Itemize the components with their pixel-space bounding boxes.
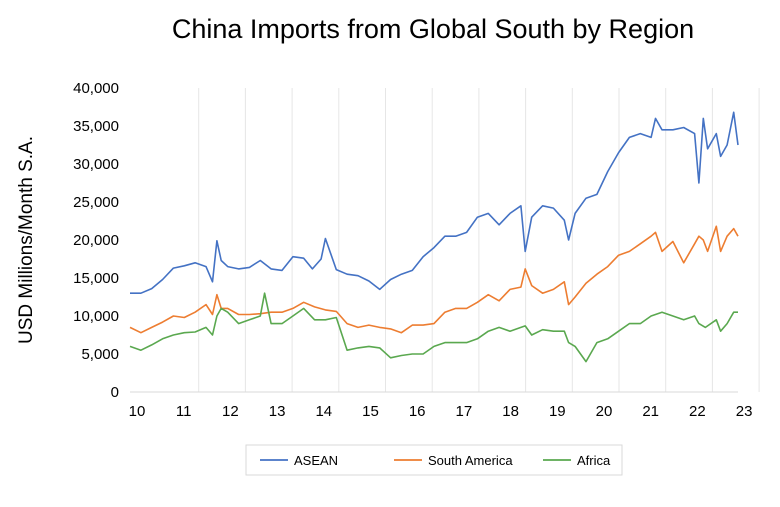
x-tick-label: 14 [315,403,332,420]
x-tick-label: 19 [549,403,566,420]
grid-layer [198,88,760,392]
x-tick-label: 22 [689,403,706,420]
y-tick-label: 5,000 [81,346,119,363]
x-tick-label: 11 [176,403,192,420]
x-tick-label: 20 [596,403,613,420]
legend-label: Africa [577,453,611,468]
legend-item: ASEAN [260,453,338,468]
y-tick-label: 30,000 [73,156,119,173]
x-tick-label: 16 [409,403,426,420]
x-tick-label: 10 [129,403,146,420]
series-line-asean [130,111,739,294]
y-tick-label: 40,000 [73,80,119,97]
y-tick-label: 15,000 [73,270,119,287]
legend-label: South America [428,453,513,468]
y-axis-label: USD Millions/Month S.A. [16,136,37,344]
legend-item: Africa [543,453,611,468]
y-tick-label: 10,000 [73,308,119,325]
legend-items: ASEAN South America Africa [260,453,611,468]
y-tick-labels: 0 5,000 10,000 15,000 20,000 25,000 30,000 35,0… [73,80,119,401]
x-tick-label: 15 [362,403,379,420]
legend-label: ASEAN [294,453,338,468]
x-tick-label: 13 [269,403,286,420]
x-tick-label: 23 [736,403,753,420]
legend: ASEAN South America Africa [245,444,623,476]
x-tick-label: 18 [502,403,519,420]
y-tick-label: 0 [111,384,119,401]
series-line-south-america [129,225,739,334]
series-layer [129,111,739,363]
x-tick-label: 12 [222,403,239,420]
x-tick-label: 17 [456,403,473,420]
y-tick-label: 35,000 [73,118,119,135]
x-tick-labels: 10 11 12 13 14 15 16 17 18 19 20 21 22 23 [129,403,753,420]
x-tick-label: 21 [642,403,659,420]
chart-title: China Imports from Global South by Regio… [171,14,695,44]
series-line-africa [129,292,738,363]
legend-item: South America [394,453,513,468]
y-tick-label: 20,000 [73,232,119,249]
y-tick-label: 25,000 [73,194,119,211]
